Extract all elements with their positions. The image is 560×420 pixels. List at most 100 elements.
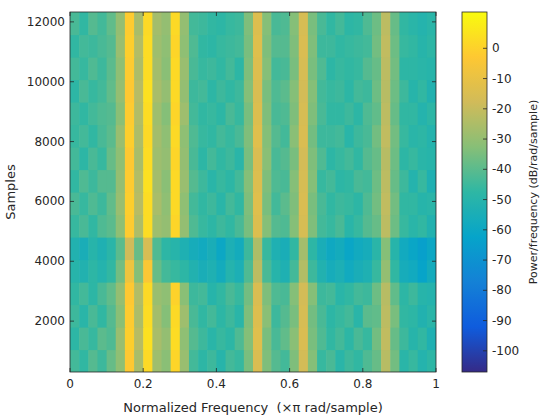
y-tick-label: 12000 [27,15,65,29]
cell [107,327,117,350]
cell [116,57,126,80]
cell [390,350,400,373]
cell [143,170,153,193]
cell [171,282,181,305]
cell [235,12,245,35]
cell [152,35,162,58]
cell [207,282,217,305]
cell [162,102,172,125]
cell [363,125,373,148]
cell [171,260,181,283]
cell [354,12,364,35]
cell [143,237,153,260]
cell [280,350,290,373]
cell [427,260,436,283]
cell [162,327,172,350]
cell [354,147,364,170]
cell [299,57,309,80]
cell [152,57,162,80]
cell [381,102,391,125]
cell [198,260,208,283]
colorbar-tick [483,199,487,200]
y-tick-label: 10000 [27,75,65,89]
cell [79,327,89,350]
cell [345,102,355,125]
cell [226,125,236,148]
cell [280,327,290,350]
cell [125,147,135,170]
cell [152,215,162,238]
cell [390,237,400,260]
cell [180,147,190,170]
cell [271,215,281,238]
cell [317,305,327,328]
cell [335,170,345,193]
cell [116,102,126,125]
cell [262,215,272,238]
y-tick-label: 2000 [34,314,65,328]
cell [354,260,364,283]
cell [216,327,226,350]
cell [171,80,181,103]
cell [326,12,336,35]
cell [399,260,409,283]
cell [290,147,300,170]
cell [79,237,89,260]
cell [280,147,290,170]
cell [290,192,300,215]
cell [345,192,355,215]
cell [125,35,135,58]
x-tick-top [70,12,71,16]
cell [390,282,400,305]
cell [125,327,135,350]
cell [207,215,217,238]
cell [207,35,217,58]
cell [372,305,382,328]
colorbar-label: Power/frequency (dB/rad/sample) [527,100,540,284]
cell [290,350,300,373]
cell [290,102,300,125]
cell [345,12,355,35]
cell [299,282,309,305]
cell [171,35,181,58]
cell [427,237,436,260]
colorbar [462,12,487,372]
cell [70,192,80,215]
cell [418,147,428,170]
cell [299,125,309,148]
cell [116,147,126,170]
cell [381,80,391,103]
cell [198,237,208,260]
cell [152,282,162,305]
cell [317,260,327,283]
cell [363,192,373,215]
cell [363,12,373,35]
cell [418,260,428,283]
cell [317,35,327,58]
y-tick-label: 4000 [34,254,65,268]
cell [162,237,172,260]
cell [88,170,98,193]
cell [262,125,272,148]
cell [134,305,144,328]
cell [97,192,107,215]
cell [372,282,382,305]
cell [226,305,236,328]
cell [262,147,272,170]
cell [226,57,236,80]
colorbar-tick [483,108,487,109]
cell [70,260,80,283]
cell [317,237,327,260]
cell [171,170,181,193]
cell [116,35,126,58]
cell [354,35,364,58]
colorbar-tick-label: -90 [492,314,512,328]
cell [335,327,345,350]
cell [271,35,281,58]
cell [280,35,290,58]
cell [134,282,144,305]
cell [171,192,181,215]
cell [354,327,364,350]
cell [427,192,436,215]
cell [299,35,309,58]
